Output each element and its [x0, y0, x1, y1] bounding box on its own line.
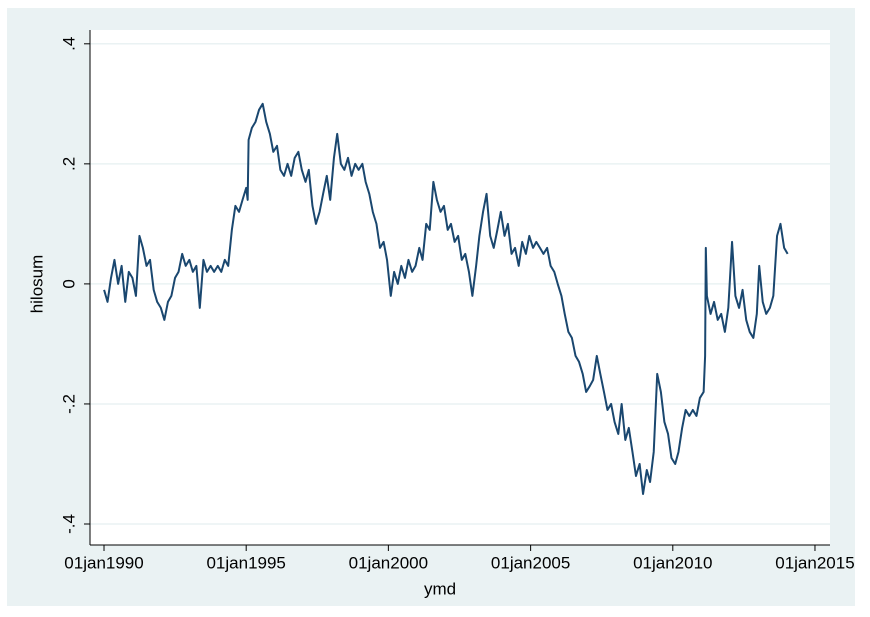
- y-tick-label: -.4: [59, 514, 78, 534]
- y-tick-label: .4: [59, 37, 78, 51]
- x-axis-title: ymd: [424, 579, 456, 598]
- x-tick-label: 01jan1995: [206, 553, 285, 572]
- y-tick-label: .2: [59, 157, 78, 171]
- y-tick-label: 0: [59, 279, 78, 288]
- y-axis-title: hilosum: [27, 255, 46, 314]
- y-tick-label: -.2: [59, 394, 78, 414]
- x-tick-label: 01jan2015: [775, 553, 854, 572]
- series-line: [103, 102, 789, 495]
- x-tick-label: 01jan2010: [633, 553, 712, 572]
- x-tick-label: 01jan2000: [349, 553, 428, 572]
- x-tick-label: 01jan2005: [491, 553, 570, 572]
- x-tick-label: 01jan1990: [64, 553, 143, 572]
